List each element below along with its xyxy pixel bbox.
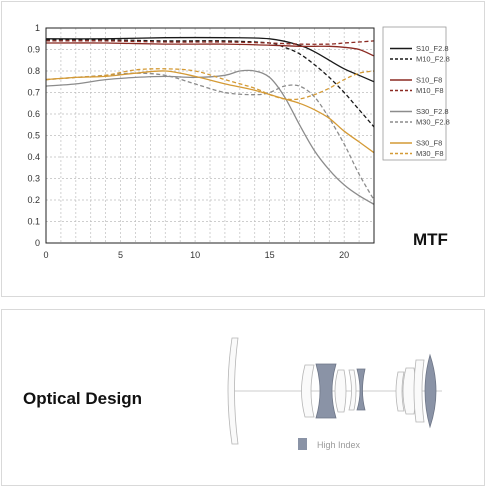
lens-element-10-high-index xyxy=(424,353,437,429)
y-tick-label: 0.1 xyxy=(27,217,40,227)
high-index-swatch xyxy=(298,438,307,450)
high-index-label: High Index xyxy=(317,440,361,450)
y-tick-label: 0.8 xyxy=(27,66,40,76)
lens-element-6-high-index xyxy=(356,368,366,411)
legend-label: M30_F2.8 xyxy=(416,118,450,127)
legend-label: S10_F8 xyxy=(416,76,442,85)
legend-label: M30_F8 xyxy=(416,149,444,158)
legend-label: S10_F2.8 xyxy=(416,44,449,53)
legend-label: M10_F8 xyxy=(416,86,444,95)
x-tick-label: 5 xyxy=(118,250,123,260)
optical-design-panel: Optical Design High Index xyxy=(1,309,485,486)
lens-element-5 xyxy=(348,369,357,411)
y-tick-label: 1 xyxy=(35,23,40,33)
series-line-m10-f8 xyxy=(45,40,375,45)
series-line-m30-f8 xyxy=(45,68,375,101)
series-line-s30-f2-8 xyxy=(45,69,375,205)
y-tick-label: 0.9 xyxy=(27,45,40,55)
y-tick-label: 0.2 xyxy=(27,195,40,205)
optical-diagram: Optical Design High Index xyxy=(23,337,442,450)
y-tick-label: 0 xyxy=(35,238,40,248)
series-line-m10-f2-8 xyxy=(45,39,375,128)
legend-label: S30_F8 xyxy=(416,139,442,148)
series-line-s30-f8 xyxy=(45,70,375,154)
x-tick-label: 10 xyxy=(190,250,200,260)
lens-element-7 xyxy=(395,371,405,412)
chart-series xyxy=(45,36,375,205)
lens-element-4 xyxy=(334,369,347,413)
chart-grid xyxy=(46,28,374,243)
series-line-m30-f2-8 xyxy=(45,72,375,201)
legend-box xyxy=(382,26,447,161)
lens-element-1 xyxy=(227,337,239,445)
y-tick-label: 0.7 xyxy=(27,88,40,98)
x-tick-label: 20 xyxy=(339,250,349,260)
series-line-s10-f8 xyxy=(45,42,375,57)
y-tick-label: 0.5 xyxy=(27,131,40,141)
chart-ticks: 00.10.20.30.40.50.60.70.80.910 5 10 15 20 xyxy=(27,23,349,260)
y-tick-label: 0.6 xyxy=(27,109,40,119)
mtf-panel: 0 0.1 0.2 0.3 0.4 0.5 0.6 0.7 0.8 0.9 1 0 5 10 15 20 S1… xyxy=(1,1,485,297)
legend-label: S30_F2.8 xyxy=(416,107,449,116)
mtf-chart: 00.10.20.30.40.50.60.70.80.910 5 10 15 20 S1… xyxy=(27,23,450,260)
optical-design-heading: Optical Design xyxy=(23,389,142,408)
x-tick-label: 15 xyxy=(265,250,275,260)
lens-element-3-high-index xyxy=(315,363,337,419)
lens-element-2 xyxy=(301,364,315,418)
plot-frame xyxy=(45,27,375,244)
x-tick-label: 0 xyxy=(43,250,48,260)
y-tick-label: 0.4 xyxy=(27,152,40,162)
y-tick-label: 0.3 xyxy=(27,174,40,184)
mtf-heading: MTF xyxy=(413,230,448,249)
legend-label: M10_F2.8 xyxy=(416,55,450,64)
lens-element-9 xyxy=(413,359,425,423)
series-line-s10-f2-8 xyxy=(45,36,375,83)
